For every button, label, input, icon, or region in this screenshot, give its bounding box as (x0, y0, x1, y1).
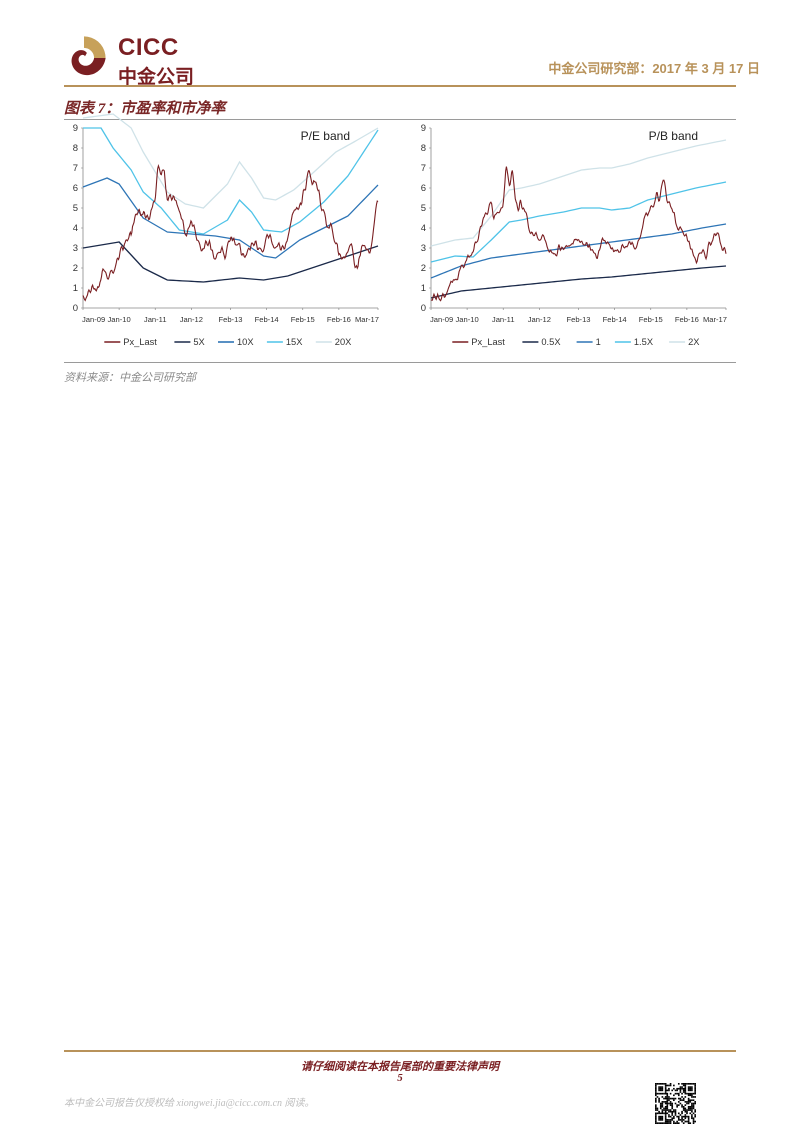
svg-text:8: 8 (421, 143, 426, 154)
svg-text:8: 8 (73, 143, 78, 154)
svg-text:Feb-16: Feb-16 (327, 315, 351, 324)
svg-text:15X: 15X (286, 337, 303, 347)
svg-text:Jan-12: Jan-12 (180, 315, 203, 324)
svg-text:3: 3 (73, 243, 78, 254)
svg-text:0: 0 (421, 303, 426, 314)
svg-text:2: 2 (421, 263, 426, 274)
svg-text:5X: 5X (193, 337, 204, 347)
svg-text:0.5X: 0.5X (541, 337, 560, 347)
svg-text:Feb-15: Feb-15 (639, 315, 663, 324)
svg-text:10X: 10X (237, 337, 254, 347)
svg-text:6: 6 (73, 183, 78, 194)
svg-text:7: 7 (73, 163, 78, 174)
svg-text:Feb-15: Feb-15 (291, 315, 315, 324)
svg-text:3: 3 (421, 243, 426, 254)
svg-text:Jan-11: Jan-11 (492, 315, 515, 324)
svg-text:4: 4 (73, 223, 78, 234)
svg-text:Feb-14: Feb-14 (603, 315, 627, 324)
svg-text:4: 4 (421, 223, 426, 234)
svg-text:5: 5 (73, 203, 78, 214)
svg-text:9: 9 (421, 123, 426, 134)
svg-text:Px_Last: Px_Last (123, 337, 157, 347)
svg-text:Px_Last: Px_Last (471, 337, 505, 347)
svg-text:7: 7 (421, 163, 426, 174)
svg-text:Feb-14: Feb-14 (255, 315, 279, 324)
svg-text:Jan-10: Jan-10 (456, 315, 479, 324)
svg-text:20X: 20X (335, 337, 352, 347)
svg-text:Jan-09: Jan-09 (82, 315, 105, 324)
svg-text:Jan-12: Jan-12 (528, 315, 551, 324)
svg-text:Feb-13: Feb-13 (218, 315, 242, 324)
svg-text:Jan-09: Jan-09 (430, 315, 453, 324)
svg-text:P/B band: P/B band (649, 129, 698, 143)
svg-text:0: 0 (73, 303, 78, 314)
svg-text:Mar-17: Mar-17 (355, 315, 379, 324)
svg-text:1: 1 (73, 283, 78, 294)
svg-text:6: 6 (421, 183, 426, 194)
svg-text:9: 9 (73, 123, 78, 134)
svg-text:2X: 2X (688, 337, 699, 347)
svg-text:Mar-17: Mar-17 (703, 315, 727, 324)
svg-text:2: 2 (73, 263, 78, 274)
svg-text:1.5X: 1.5X (634, 337, 653, 347)
svg-text:Jan-11: Jan-11 (144, 315, 167, 324)
svg-text:Jan-10: Jan-10 (108, 315, 131, 324)
svg-text:1: 1 (421, 283, 426, 294)
svg-text:P/E band: P/E band (301, 129, 350, 143)
svg-text:1: 1 (596, 337, 601, 347)
svg-text:5: 5 (421, 203, 426, 214)
svg-text:Feb-16: Feb-16 (675, 315, 699, 324)
svg-text:Feb-13: Feb-13 (566, 315, 590, 324)
